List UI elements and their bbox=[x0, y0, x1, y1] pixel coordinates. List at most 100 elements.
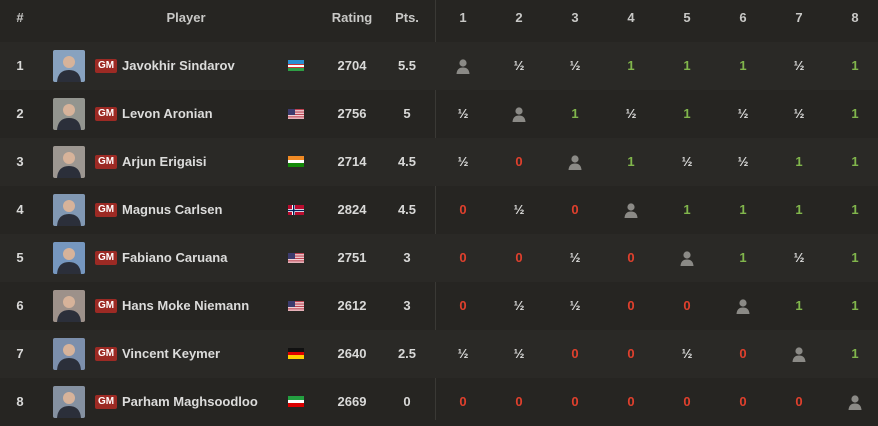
player-avatar bbox=[53, 194, 85, 226]
column-header: # bbox=[16, 10, 24, 25]
country-flag bbox=[288, 156, 304, 167]
title-badge: GM bbox=[95, 299, 117, 313]
result: ½ bbox=[513, 298, 525, 313]
points: 3 bbox=[403, 250, 411, 265]
player-name: Fabiano Caruana bbox=[122, 250, 228, 265]
result: ½ bbox=[681, 346, 693, 361]
player-name: Magnus Carlsen bbox=[122, 202, 223, 217]
points: 2.5 bbox=[397, 346, 417, 361]
result: ½ bbox=[513, 58, 525, 73]
player-name: Javokhir Sindarov bbox=[122, 58, 235, 73]
rating: 2751 bbox=[337, 250, 367, 265]
player-name: Parham Maghsoodloo bbox=[122, 394, 258, 409]
result: ½ bbox=[625, 106, 637, 121]
result: 0 bbox=[627, 250, 635, 265]
result: ½ bbox=[793, 250, 805, 265]
player-name: Vincent Keymer bbox=[122, 346, 221, 361]
result: 0 bbox=[459, 250, 467, 265]
column-header: 8 bbox=[851, 10, 859, 25]
player-avatar bbox=[53, 50, 85, 82]
result: 1 bbox=[851, 298, 859, 313]
result: 0 bbox=[459, 202, 467, 217]
result: 1 bbox=[571, 106, 579, 121]
result: 1 bbox=[683, 202, 691, 217]
player-row: 2 GM Levon Aronian 2756 5 ½ 1 ½ 1 ½ ½ 1 bbox=[0, 90, 878, 138]
title-badge: GM bbox=[95, 155, 117, 169]
points: 4.5 bbox=[397, 154, 417, 169]
points: 0 bbox=[403, 394, 411, 409]
title-badge: GM bbox=[95, 59, 117, 73]
column-header: 3 bbox=[571, 10, 579, 25]
result: 1 bbox=[627, 154, 635, 169]
player-row: 8 GM Parham Maghsoodloo 2669 0 0 0 0 0 0 0 0 bbox=[0, 378, 878, 426]
result: ½ bbox=[793, 106, 805, 121]
player-name: Hans Moke Niemann bbox=[122, 298, 250, 313]
country-flag bbox=[288, 108, 304, 119]
result: 0 bbox=[627, 298, 635, 313]
result: 1 bbox=[683, 106, 691, 121]
rank: 8 bbox=[16, 394, 24, 409]
result: 0 bbox=[627, 394, 635, 409]
title-badge: GM bbox=[95, 107, 117, 121]
result: 0 bbox=[683, 298, 691, 313]
result: 1 bbox=[683, 58, 691, 73]
title-badge: GM bbox=[95, 251, 117, 265]
country-flag bbox=[288, 300, 304, 311]
rank: 7 bbox=[16, 346, 24, 361]
self-cell bbox=[499, 90, 539, 138]
player-name: Levon Aronian bbox=[122, 106, 213, 121]
result: ½ bbox=[457, 106, 469, 121]
player-avatar bbox=[53, 242, 85, 274]
result: 0 bbox=[683, 394, 691, 409]
result: ½ bbox=[569, 58, 581, 73]
result: 0 bbox=[459, 298, 467, 313]
result: 0 bbox=[515, 250, 523, 265]
country-flag bbox=[288, 252, 304, 263]
result: 0 bbox=[459, 394, 467, 409]
result: 1 bbox=[851, 154, 859, 169]
result: 0 bbox=[739, 394, 747, 409]
country-flag bbox=[288, 396, 304, 407]
rank: 3 bbox=[16, 154, 24, 169]
points: 4.5 bbox=[397, 202, 417, 217]
country-flag bbox=[288, 348, 304, 359]
self-cell bbox=[667, 234, 707, 282]
points: 3 bbox=[403, 298, 411, 313]
title-badge: GM bbox=[95, 395, 117, 409]
result: ½ bbox=[737, 106, 749, 121]
result: ½ bbox=[513, 346, 525, 361]
result: 0 bbox=[515, 154, 523, 169]
rating: 2714 bbox=[337, 154, 367, 169]
player-avatar bbox=[53, 290, 85, 322]
country-flag bbox=[288, 60, 304, 71]
self-cell bbox=[779, 330, 819, 378]
player-row: 7 GM Vincent Keymer 2640 2.5 ½ ½ 0 0 ½ 0 1 bbox=[0, 330, 878, 378]
player-row: 1 GM Javokhir Sindarov 2704 5.5 ½ ½ 1 1 1 ½ 1 bbox=[0, 42, 878, 90]
result: 1 bbox=[851, 202, 859, 217]
rank: 4 bbox=[16, 202, 24, 217]
column-header: 1 bbox=[459, 10, 467, 25]
rating: 2704 bbox=[337, 58, 367, 73]
self-cell bbox=[723, 282, 763, 330]
result: 1 bbox=[739, 202, 747, 217]
result: 0 bbox=[571, 346, 579, 361]
rating: 2669 bbox=[337, 394, 367, 409]
points: 5.5 bbox=[397, 58, 417, 73]
country-flag bbox=[288, 204, 304, 215]
result: ½ bbox=[569, 298, 581, 313]
result: 1 bbox=[851, 250, 859, 265]
result: 0 bbox=[739, 346, 747, 361]
rating: 2756 bbox=[337, 106, 367, 121]
result: 1 bbox=[795, 298, 803, 313]
result: 0 bbox=[571, 394, 579, 409]
self-cell bbox=[443, 42, 483, 90]
player-avatar bbox=[53, 146, 85, 178]
result: ½ bbox=[737, 154, 749, 169]
result: ½ bbox=[569, 250, 581, 265]
rating: 2612 bbox=[337, 298, 367, 313]
result: 1 bbox=[739, 250, 747, 265]
result: 0 bbox=[627, 346, 635, 361]
points: 5 bbox=[403, 106, 411, 121]
result: 0 bbox=[795, 394, 803, 409]
result: ½ bbox=[457, 154, 469, 169]
